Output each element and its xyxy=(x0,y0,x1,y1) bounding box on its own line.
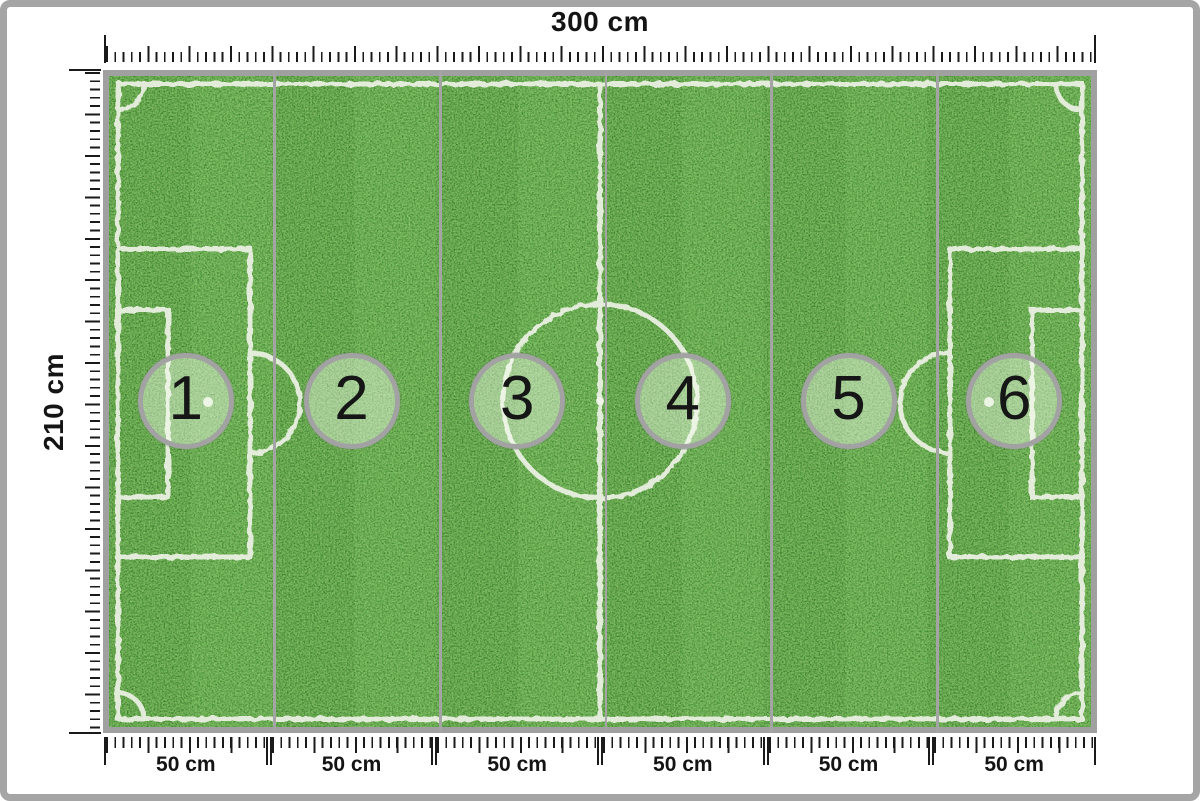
panel-separator xyxy=(439,70,442,733)
panel-number: 2 xyxy=(334,364,369,433)
left-height-ruler xyxy=(69,69,101,734)
panel-width-label: 50 cm xyxy=(984,753,1044,776)
panel-width-label: 50 cm xyxy=(156,753,216,776)
ruler-major-tick xyxy=(435,737,438,765)
top-ruler-ticks xyxy=(106,35,1094,62)
panel-number: 5 xyxy=(831,364,866,433)
panel-separator xyxy=(770,70,773,733)
ruler-major-tick xyxy=(596,737,599,765)
ruler-ticks xyxy=(934,737,1094,753)
total-width-label: 300 cm xyxy=(551,6,649,37)
ruler-end-tick xyxy=(104,35,106,63)
panel-width-label: 50 cm xyxy=(321,753,382,776)
ruler-ticks xyxy=(106,737,266,753)
panel-number-badge: 1 xyxy=(137,353,234,449)
ruler-major-tick xyxy=(265,737,268,765)
panel-number-badge: 5 xyxy=(800,353,897,449)
panel-separator xyxy=(273,70,276,733)
ruler-major-tick xyxy=(431,737,434,765)
ruler-ticks xyxy=(768,737,929,753)
panel-width-label: 50 cm xyxy=(818,753,879,776)
ruler-ticks xyxy=(603,737,763,753)
ruler-end-tick xyxy=(69,732,101,734)
panel-width-ruler: 50 cm xyxy=(269,737,435,783)
ruler-end-tick xyxy=(1094,35,1096,63)
total-height-label: 210 cm xyxy=(38,352,69,451)
bottom-panel-rulers: 50 cm 50 cm 50 cm 50 cm 50 cm xyxy=(103,737,1097,783)
panel-number-badge: 3 xyxy=(469,353,566,449)
panel-separator xyxy=(604,70,608,733)
ruler-major-tick xyxy=(928,737,931,765)
panel-width-ruler: 50 cm xyxy=(103,737,269,783)
football-field-mural: 1 2 3 4 5 6 xyxy=(103,70,1097,733)
panel-number: 6 xyxy=(996,364,1032,433)
panel-width-label: 50 cm xyxy=(653,753,713,776)
panel-width-ruler: 50 cm xyxy=(434,737,600,783)
panel-width-ruler: 50 cm xyxy=(931,737,1097,783)
ruler-ticks xyxy=(271,737,432,753)
football-field-graphic xyxy=(109,76,1091,727)
panel-number: 4 xyxy=(665,364,701,433)
total-height-label-wrap: 210 cm xyxy=(34,70,74,733)
ruler-major-tick xyxy=(104,737,106,765)
panel-width-ruler: 50 cm xyxy=(766,737,932,783)
ruler-major-tick xyxy=(601,737,603,765)
ruler-major-tick xyxy=(766,737,769,765)
panel-separator xyxy=(936,70,939,733)
ruler-major-tick xyxy=(932,737,935,765)
left-ruler-ticks xyxy=(85,72,100,731)
top-width-ruler xyxy=(104,35,1096,63)
ruler-major-tick xyxy=(1093,737,1096,765)
ruler-end-tick xyxy=(69,69,101,71)
ruler-ticks xyxy=(437,737,597,753)
panel-width-ruler: 50 cm xyxy=(600,737,766,783)
panel-number: 1 xyxy=(168,364,204,433)
panel-number-badge: 6 xyxy=(966,353,1063,449)
panel-number-badge: 4 xyxy=(634,353,731,449)
ruler-major-tick xyxy=(762,737,765,765)
ruler-major-tick xyxy=(269,737,272,765)
panel-number-badge: 2 xyxy=(303,353,400,449)
panel-number: 3 xyxy=(499,364,535,433)
panel-width-label: 50 cm xyxy=(487,753,547,776)
